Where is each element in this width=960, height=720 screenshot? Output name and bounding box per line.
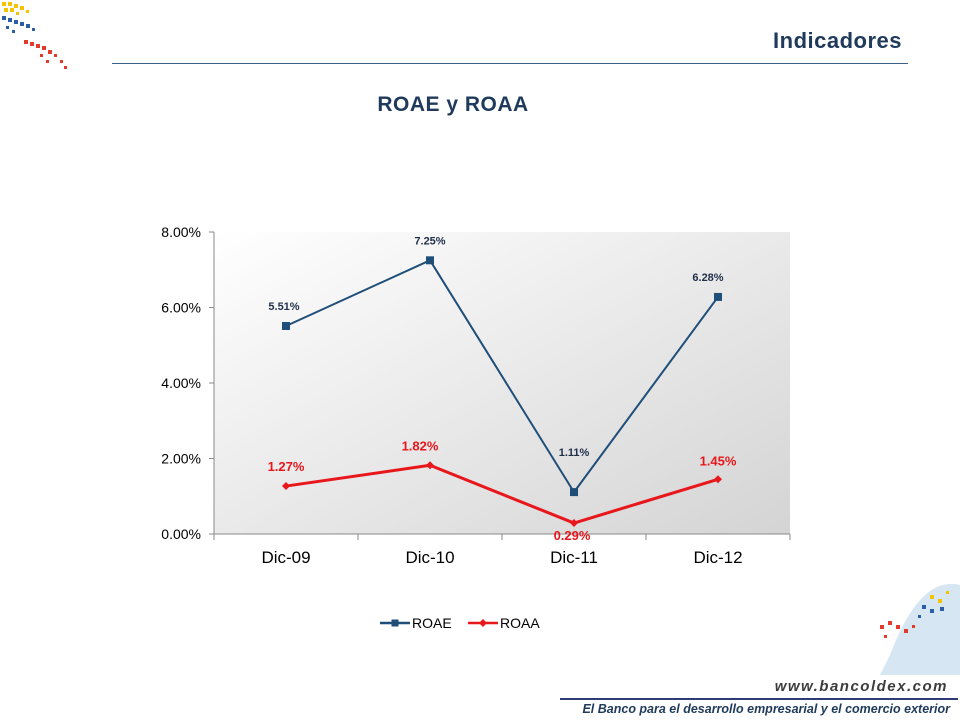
slide-title: ROAE y ROAA (377, 93, 529, 116)
header-title: Indicadores (773, 28, 902, 53)
header-divider (112, 63, 908, 64)
data-label-roae: 1.11% (559, 447, 590, 459)
data-point-roae (282, 321, 290, 330)
data-label-roaa: 1.45% (700, 453, 737, 468)
y-tick-label: 0.00% (161, 526, 201, 542)
data-point-roaa (426, 461, 434, 470)
series-line-roae (285, 259, 719, 494)
legend-marker-roaa (479, 619, 487, 627)
data-point-roaa (282, 482, 290, 491)
data-point-roaa (570, 519, 578, 528)
legend-marker-roae (391, 619, 399, 627)
data-point-roae (714, 292, 722, 301)
x-tick-label: Dic-12 (693, 548, 742, 567)
data-point-roae (426, 256, 434, 265)
x-tick-label: Dic-09 (261, 548, 310, 567)
data-point-roaa (714, 475, 722, 484)
data-label-roae: 6.28% (692, 272, 723, 284)
y-tick-label: 8.00% (161, 224, 201, 240)
y-tick-label: 2.00% (161, 451, 201, 467)
legend-label-roae: ROAE (412, 615, 452, 631)
x-tick-label: Dic-11 (550, 548, 598, 567)
data-label-roaa: 1.82% (402, 438, 439, 453)
x-tick-label: Dic-10 (405, 548, 454, 567)
footer-tagline: El Banco para el desarrollo empresarial … (582, 702, 950, 716)
y-tick-label: 4.00% (161, 375, 201, 391)
bancoldex-logo (2, 2, 67, 69)
y-tick-label: 6.00% (161, 300, 201, 316)
data-label-roaa: 1.27% (268, 459, 305, 474)
data-label-roaa: 0.29% (554, 528, 591, 543)
globe-logo (880, 583, 960, 675)
data-point-roae (570, 488, 578, 497)
footer-divider (560, 698, 958, 700)
legend-label-roaa: ROAA (500, 615, 540, 631)
data-label-roae: 7.25% (414, 235, 445, 247)
footer-url: www.bancoldex.com (774, 678, 948, 695)
data-label-roae: 5.51% (268, 301, 299, 313)
series-line-roaa (285, 463, 719, 525)
